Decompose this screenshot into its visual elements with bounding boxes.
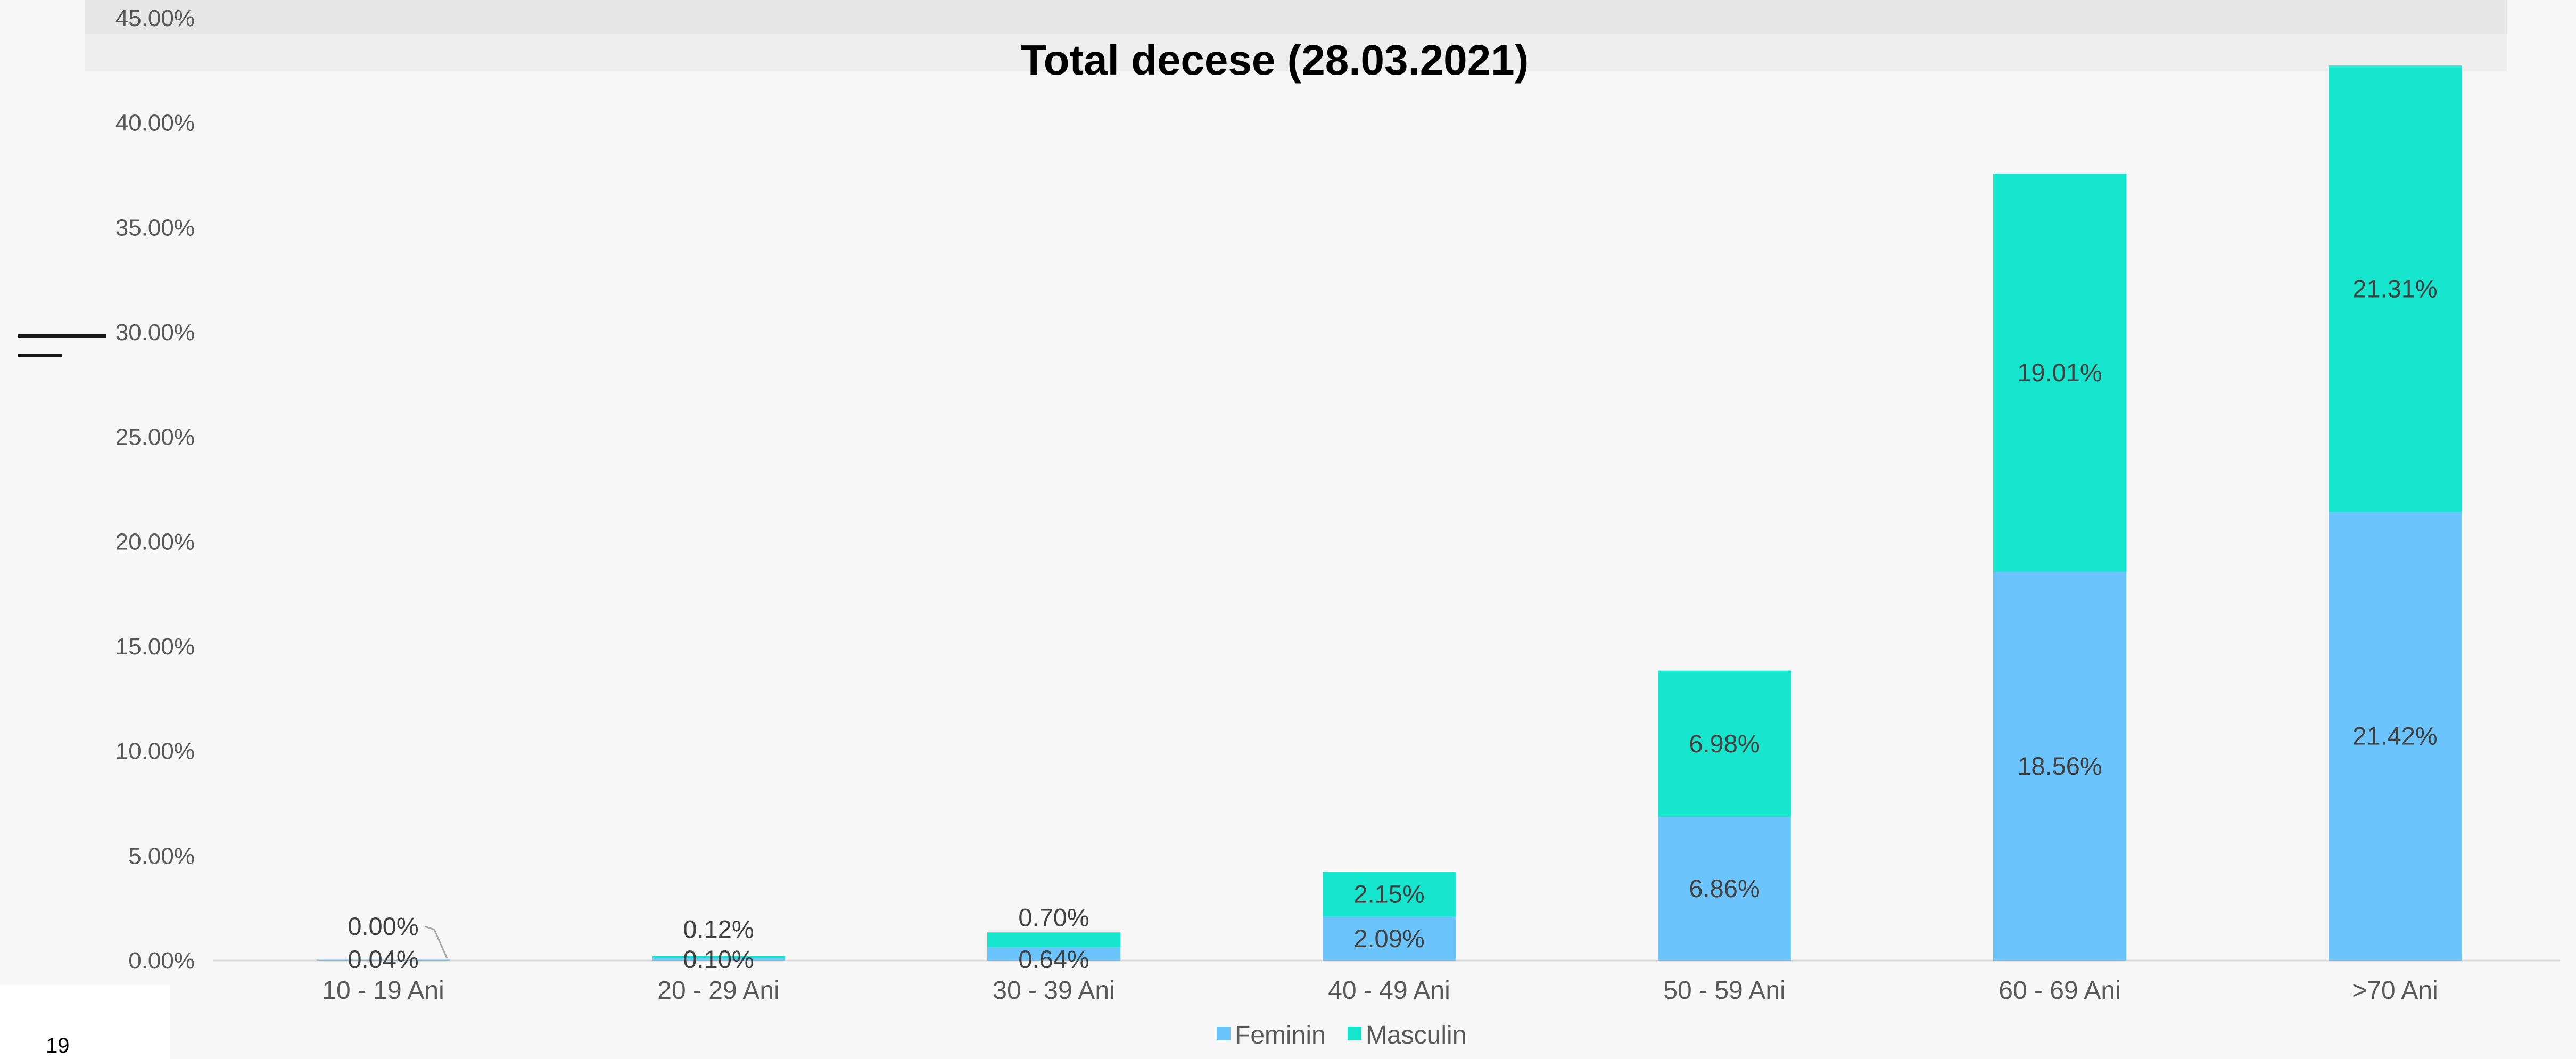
data-label-feminin: 6.86% [1689,874,1760,902]
page-number: 19 [46,1034,70,1057]
data-label-feminin: 21.42% [2352,722,2437,750]
x-tick-label: 20 - 29 Ani [657,976,780,1005]
x-tick-label: 60 - 69 Ani [1999,976,2121,1005]
y-tick-label: 40.00% [115,110,195,136]
x-tick-label: 10 - 19 Ani [322,976,444,1005]
page-number-box [0,985,170,1059]
bar-masculin [987,932,1120,947]
bar-masculin [2329,65,2462,512]
bar-feminin [987,947,1120,961]
x-axis: 10 - 19 Ani 20 - 29 Ani 30 - 39 Ani 40 - 49… [322,976,2438,1005]
data-label-feminin: 2.09% [1353,924,1424,953]
data-label-feminin: 0.04% [348,945,418,973]
data-label-masculin: 0.00% [348,912,418,940]
y-tick-label: 5.00% [128,843,195,869]
bar-feminin [652,958,785,961]
bar-feminin [1658,817,1791,961]
y-tick-label: 20.00% [115,529,195,555]
x-tick-label: 30 - 39 Ani [993,976,1115,1005]
data-label-masculin: 0.12% [683,915,754,943]
data-label-masculin: 19.01% [2017,358,2102,387]
y-tick-label: 15.00% [115,634,195,660]
header-band-lower [85,34,2507,71]
x-tick-label: 50 - 59 Ani [1663,976,1786,1005]
bar-feminin [1993,571,2126,961]
bar-masculin [1658,670,1791,817]
bar-feminin [317,959,450,961]
menu-icon-bar [18,354,62,357]
y-tick-label: 25.00% [115,424,195,450]
data-label-masculin: 6.98% [1689,729,1760,758]
x-tick-label: 40 - 49 Ani [1328,976,1450,1005]
x-tick-label: >70 Ani [2352,976,2438,1005]
y-tick-label: 45.00% [115,5,195,31]
y-tick-label: 10.00% [115,738,195,765]
data-label-masculin: 2.15% [1353,880,1424,908]
data-label-feminin: 0.64% [1018,945,1089,973]
bar-masculin [652,956,785,959]
legend-label-feminin: Feminin [1235,1021,1326,1049]
data-label-feminin: 18.56% [2017,752,2102,780]
bars-group [317,65,2462,961]
chart-title: Total decese (28.03.2021) [1021,36,1529,84]
y-tick-label: 35.00% [115,215,195,241]
bar-feminin [1323,916,1456,961]
y-tick-label: 30.00% [115,319,195,346]
header-band [85,0,2507,34]
y-tick-label: 0.00% [128,948,195,974]
legend: Feminin Masculin [1217,1021,1466,1049]
menu-icon[interactable] [18,334,106,338]
label-leader-line [424,925,448,959]
legend-label-masculin: Masculin [1366,1021,1466,1049]
bar-masculin [1323,872,1456,917]
data-label-feminin: 0.10% [683,945,754,973]
bar-feminin [2329,512,2462,961]
data-label-masculin: 0.70% [1018,903,1089,931]
data-label-masculin: 21.31% [2352,274,2437,302]
y-axis: 0.00% 5.00% 10.00% 15.00% 20.00% 25.00% 30.00%… [115,5,195,974]
bar-masculin [1993,174,2126,572]
data-labels-group: 0.04% 0.00% 0.10%0.12% 0.64% 0.70% 2.09% 2.15%… [348,274,2437,973]
legend-swatch-feminin [1217,1027,1231,1040]
legend-swatch-masculin [1348,1027,1361,1040]
